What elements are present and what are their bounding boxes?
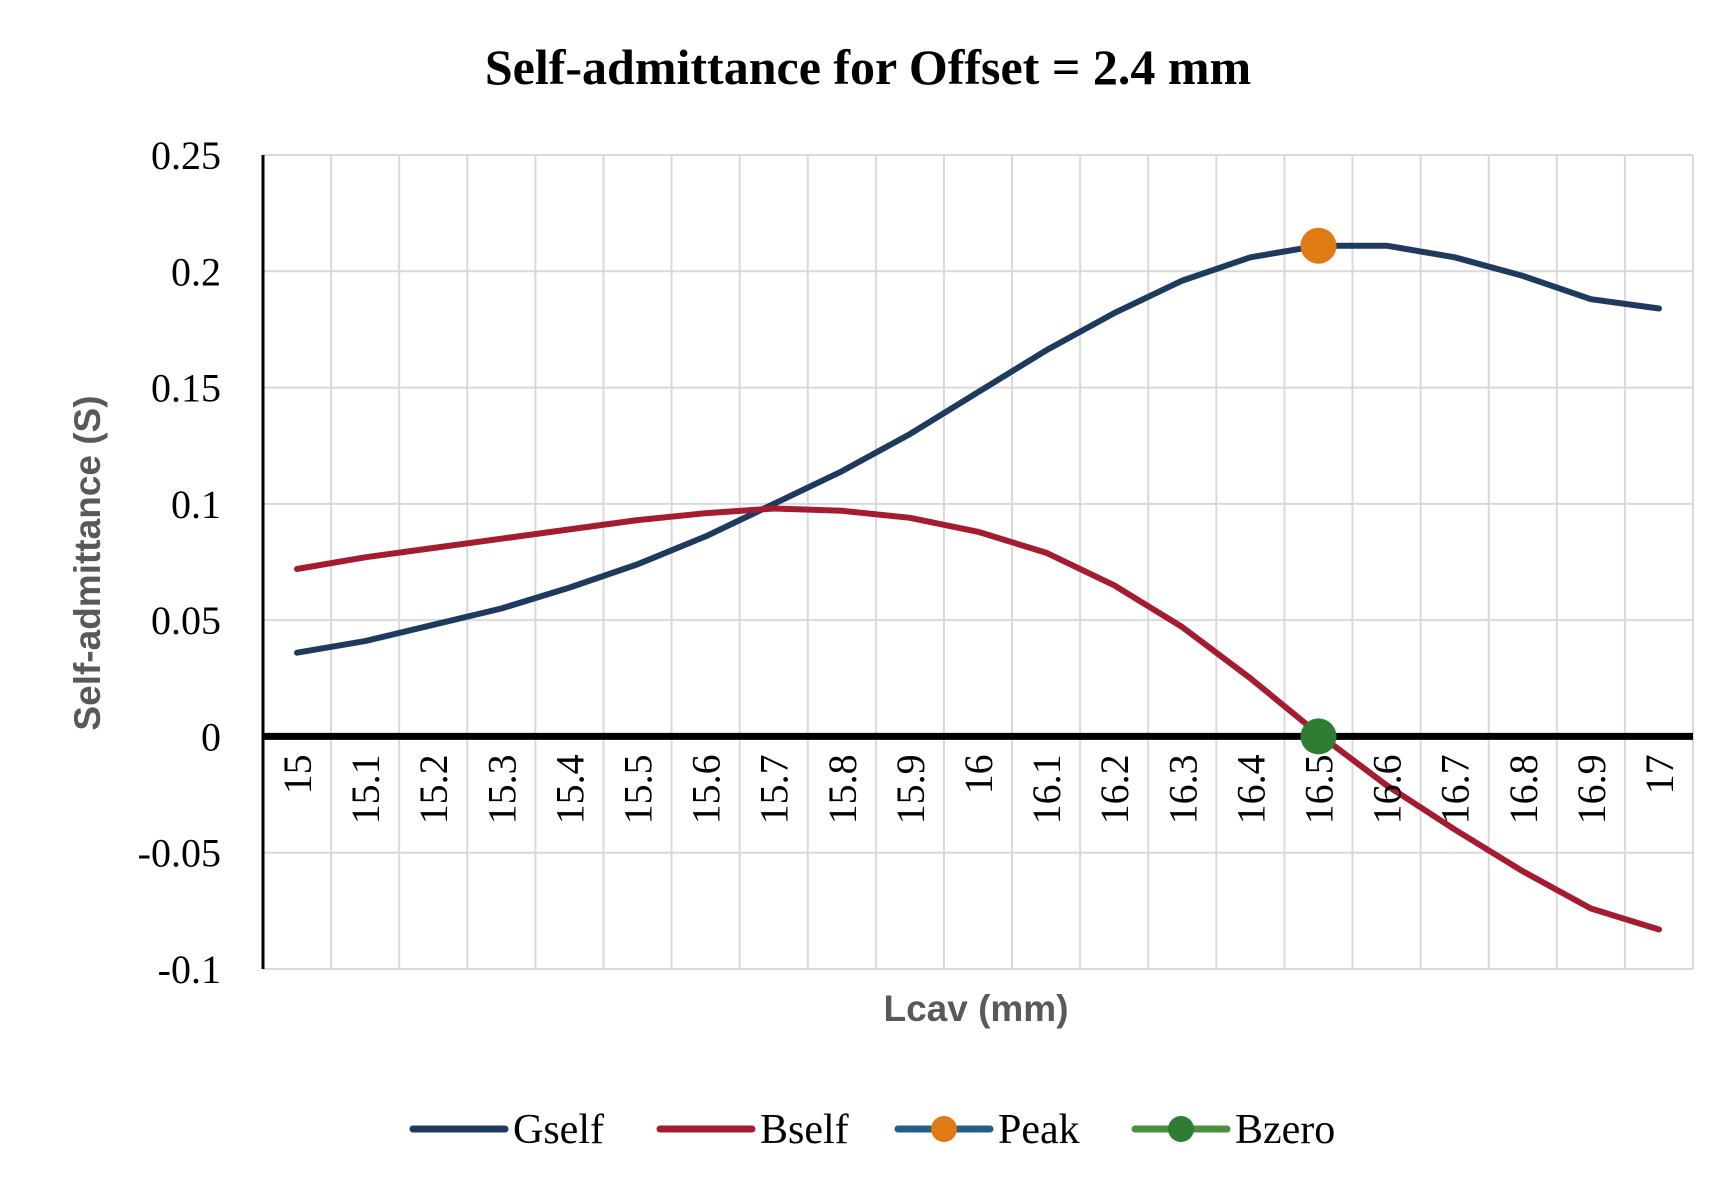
y-tick-label: 0.15 — [151, 366, 221, 411]
x-tick-label: 16.5 — [1296, 754, 1341, 824]
x-tick-label: 15.8 — [820, 754, 865, 824]
x-tick-label: 16.2 — [1092, 754, 1137, 824]
marker-peak — [1300, 228, 1336, 264]
x-tick-label: 16.7 — [1433, 754, 1478, 824]
y-tick-label: -0.1 — [158, 947, 221, 992]
x-tick-label: 16.1 — [1024, 754, 1069, 824]
x-tick-label: 16 — [956, 754, 1001, 794]
legend-label: Bzero — [1235, 1107, 1335, 1153]
x-tick-label: 16.6 — [1365, 754, 1410, 824]
legend-label: Gself — [513, 1107, 604, 1153]
y-tick-label: 0.1 — [171, 482, 221, 527]
x-tick-label: 15.4 — [547, 754, 592, 824]
x-tick-label: 15.2 — [411, 754, 456, 824]
legend-label: Bself — [760, 1107, 849, 1153]
y-tick-label: 0.2 — [171, 249, 221, 294]
x-tick-label: 16.3 — [1160, 754, 1205, 824]
legend-marker — [931, 1116, 957, 1142]
x-tick-label: 15.1 — [343, 754, 388, 824]
x-tick-label: 15.7 — [752, 754, 797, 824]
legend-label: Peak — [998, 1107, 1080, 1153]
y-tick-label: 0.05 — [151, 598, 221, 643]
x-tick-label: 15 — [275, 754, 320, 794]
y-axis-label: Self-admittance (S) — [67, 395, 108, 730]
x-tick-label: 15.5 — [616, 754, 661, 824]
x-tick-label: 16.4 — [1228, 754, 1273, 824]
x-tick-label: 16.9 — [1569, 754, 1614, 824]
x-tick-label: 15.3 — [479, 754, 524, 824]
x-tick-label: 17 — [1637, 754, 1682, 794]
y-tick-label: -0.05 — [138, 831, 221, 876]
y-tick-label: 0.25 — [151, 133, 221, 178]
y-tick-label: 0 — [201, 714, 221, 759]
x-tick-label: 15.6 — [684, 754, 729, 824]
chart-title: Self-admittance for Offset = 2.4 mm — [485, 39, 1251, 95]
x-axis-label: Lcav (mm) — [883, 988, 1068, 1029]
x-tick-label: 16.8 — [1501, 754, 1546, 824]
legend-marker — [1168, 1116, 1194, 1142]
x-tick-label: 15.9 — [888, 754, 933, 824]
marker-bzero — [1300, 718, 1336, 754]
